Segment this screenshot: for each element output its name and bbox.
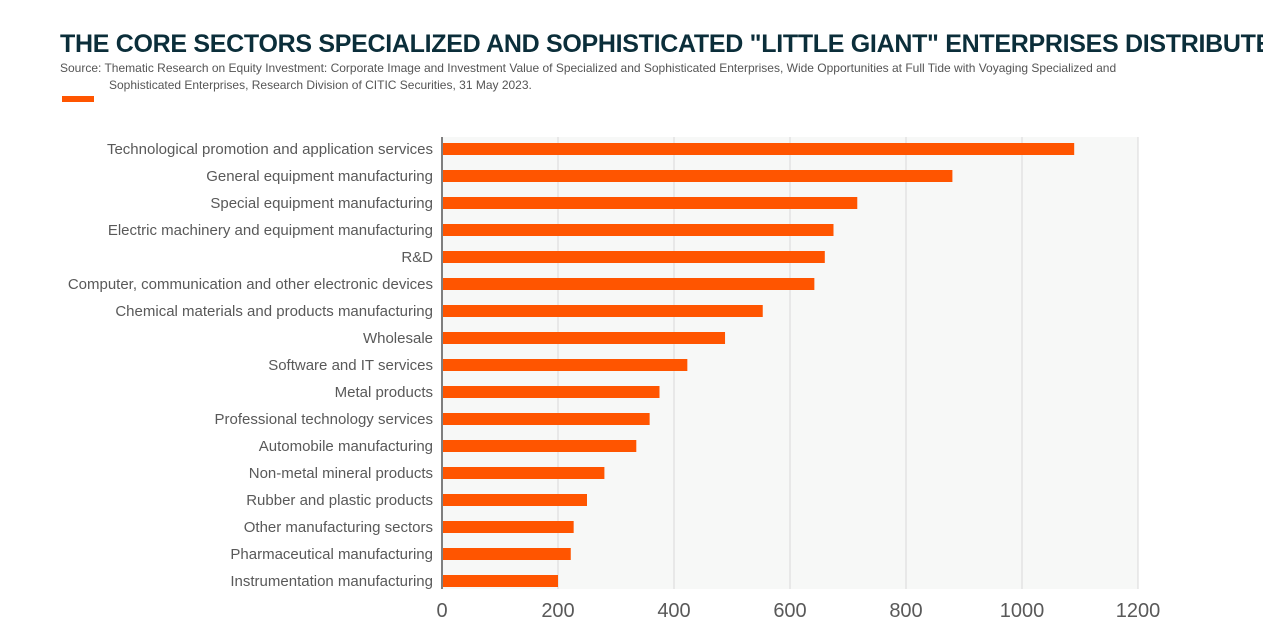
category-label: Computer, communication and other electr…	[68, 276, 433, 293]
bar	[442, 548, 571, 560]
x-tick-label: 1200	[1116, 600, 1161, 622]
category-label: Metal products	[335, 384, 433, 401]
bar	[442, 170, 953, 182]
x-tick-label: 0	[436, 600, 447, 622]
bar	[442, 575, 558, 587]
chart-title: THE CORE SECTORS SPECIALIZED AND SOPHIST…	[60, 30, 1263, 58]
source-note: Source: Thematic Research on Equity Inve…	[60, 60, 1170, 94]
bar	[442, 305, 763, 317]
bar	[442, 386, 660, 398]
x-tick-label: 800	[889, 600, 922, 622]
category-label: Professional technology services	[215, 411, 433, 428]
bar	[442, 440, 637, 452]
bar	[442, 494, 587, 506]
source-line-2: Sophisticated Enterprises, Research Divi…	[109, 78, 532, 92]
bar	[442, 521, 574, 533]
bar	[442, 278, 815, 290]
source-line-1: Source: Thematic Research on Equity Inve…	[60, 61, 1117, 75]
x-tick-label: 400	[657, 600, 690, 622]
bars	[442, 143, 1075, 587]
legend-swatch	[62, 96, 94, 102]
category-label: Pharmaceutical manufacturing	[230, 546, 433, 563]
category-label: Non-metal mineral products	[249, 465, 433, 482]
x-tick-labels: 0 200 400 600 800 1000 1200	[436, 600, 1160, 622]
category-label: Electric machinery and equipment manufac…	[108, 222, 433, 239]
x-tick-label: 1000	[1000, 600, 1045, 622]
bar	[442, 224, 834, 236]
x-tick-label: 600	[773, 600, 806, 622]
bar	[442, 332, 726, 344]
category-labels: Technological promotion and application …	[68, 141, 433, 590]
bar	[442, 359, 688, 371]
bar	[442, 413, 650, 425]
category-label: Rubber and plastic products	[246, 492, 433, 509]
category-label: Wholesale	[363, 330, 433, 347]
category-label: Special equipment manufacturing	[210, 195, 433, 212]
category-label: Other manufacturing sectors	[244, 519, 433, 536]
category-label: Automobile manufacturing	[259, 438, 433, 455]
bar	[442, 197, 858, 209]
x-tick-label: 200	[541, 600, 574, 622]
category-label: Technological promotion and application …	[107, 141, 433, 158]
category-label: Instrumentation manufacturing	[230, 573, 433, 590]
category-label: R&D	[401, 249, 433, 266]
category-label: General equipment manufacturing	[206, 168, 433, 185]
category-label: Chemical materials and products manufact…	[115, 303, 433, 320]
bar	[442, 143, 1075, 155]
bar	[442, 251, 825, 263]
category-label: Software and IT services	[268, 357, 433, 374]
bar	[442, 467, 605, 479]
